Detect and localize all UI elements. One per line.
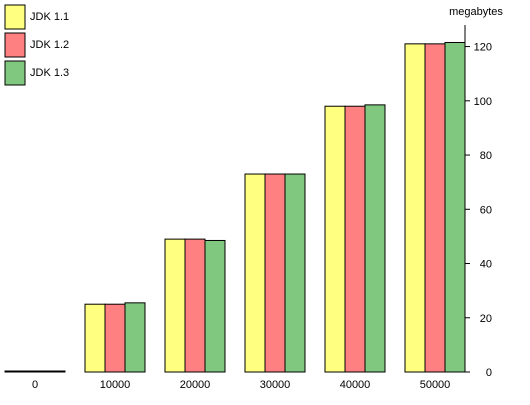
bar-jdk-1-2-10000 xyxy=(104,303,126,373)
bar-jdk-1-1-50000 xyxy=(404,43,426,373)
x-tick-label: 10000 xyxy=(100,379,131,391)
legend-swatch xyxy=(4,60,26,86)
y-tick-label: 20 xyxy=(480,313,492,325)
bar-jdk-1-3-20000 xyxy=(204,239,226,373)
y-axis: 0 20 40 60 80 100 120 xyxy=(464,25,492,379)
bar-jdk-1-1-20000 xyxy=(164,238,186,373)
y-tick-label: 60 xyxy=(480,204,492,216)
x-tick-label: 40000 xyxy=(340,379,371,391)
bar-jdk-1-2-20000 xyxy=(184,238,206,373)
legend-label: JDK 1.3 xyxy=(30,67,69,79)
x-tick-label: 50000 xyxy=(420,379,451,391)
bar-jdk-1-3-40000 xyxy=(364,104,386,373)
bar-jdk-1-1-30000 xyxy=(244,173,266,373)
y-tick-label: 0 xyxy=(486,367,492,379)
y-axis-label: megabytes xyxy=(449,6,503,18)
legend-swatch xyxy=(4,4,26,30)
bar-jdk-1-3-30000 xyxy=(284,173,306,373)
y-tick-label: 100 xyxy=(474,96,492,108)
legend: JDK 1.1 JDK 1.2 JDK 1.3 xyxy=(4,4,69,86)
legend-swatch xyxy=(4,32,26,58)
x-tick-label: 0 xyxy=(32,379,38,391)
bar-jdk-1-2-0 xyxy=(24,370,46,373)
legend-label: JDK 1.2 xyxy=(30,39,69,51)
bar-jdk-1-3-10000 xyxy=(124,302,146,373)
bar-jdk-1-3-0 xyxy=(44,370,66,373)
x-tick-label: 30000 xyxy=(260,379,291,391)
bars-layer xyxy=(4,41,466,373)
bar-jdk-1-2-50000 xyxy=(424,43,446,373)
y-tick-label: 120 xyxy=(474,42,492,54)
bar-jdk-1-1-0 xyxy=(4,370,26,373)
bar-jdk-1-1-10000 xyxy=(84,303,106,373)
y-tick-label: 80 xyxy=(480,150,492,162)
bar-jdk-1-2-40000 xyxy=(344,105,366,373)
legend-label: JDK 1.1 xyxy=(30,11,69,23)
bar-jdk-1-2-30000 xyxy=(264,173,286,373)
bar-jdk-1-3-50000 xyxy=(444,41,466,373)
bar-jdk-1-1-40000 xyxy=(324,105,346,373)
x-tick-label: 20000 xyxy=(180,379,211,391)
y-tick-label: 40 xyxy=(480,259,492,271)
x-tick-labels: 0 10000 20000 30000 40000 50000 xyxy=(32,379,450,391)
